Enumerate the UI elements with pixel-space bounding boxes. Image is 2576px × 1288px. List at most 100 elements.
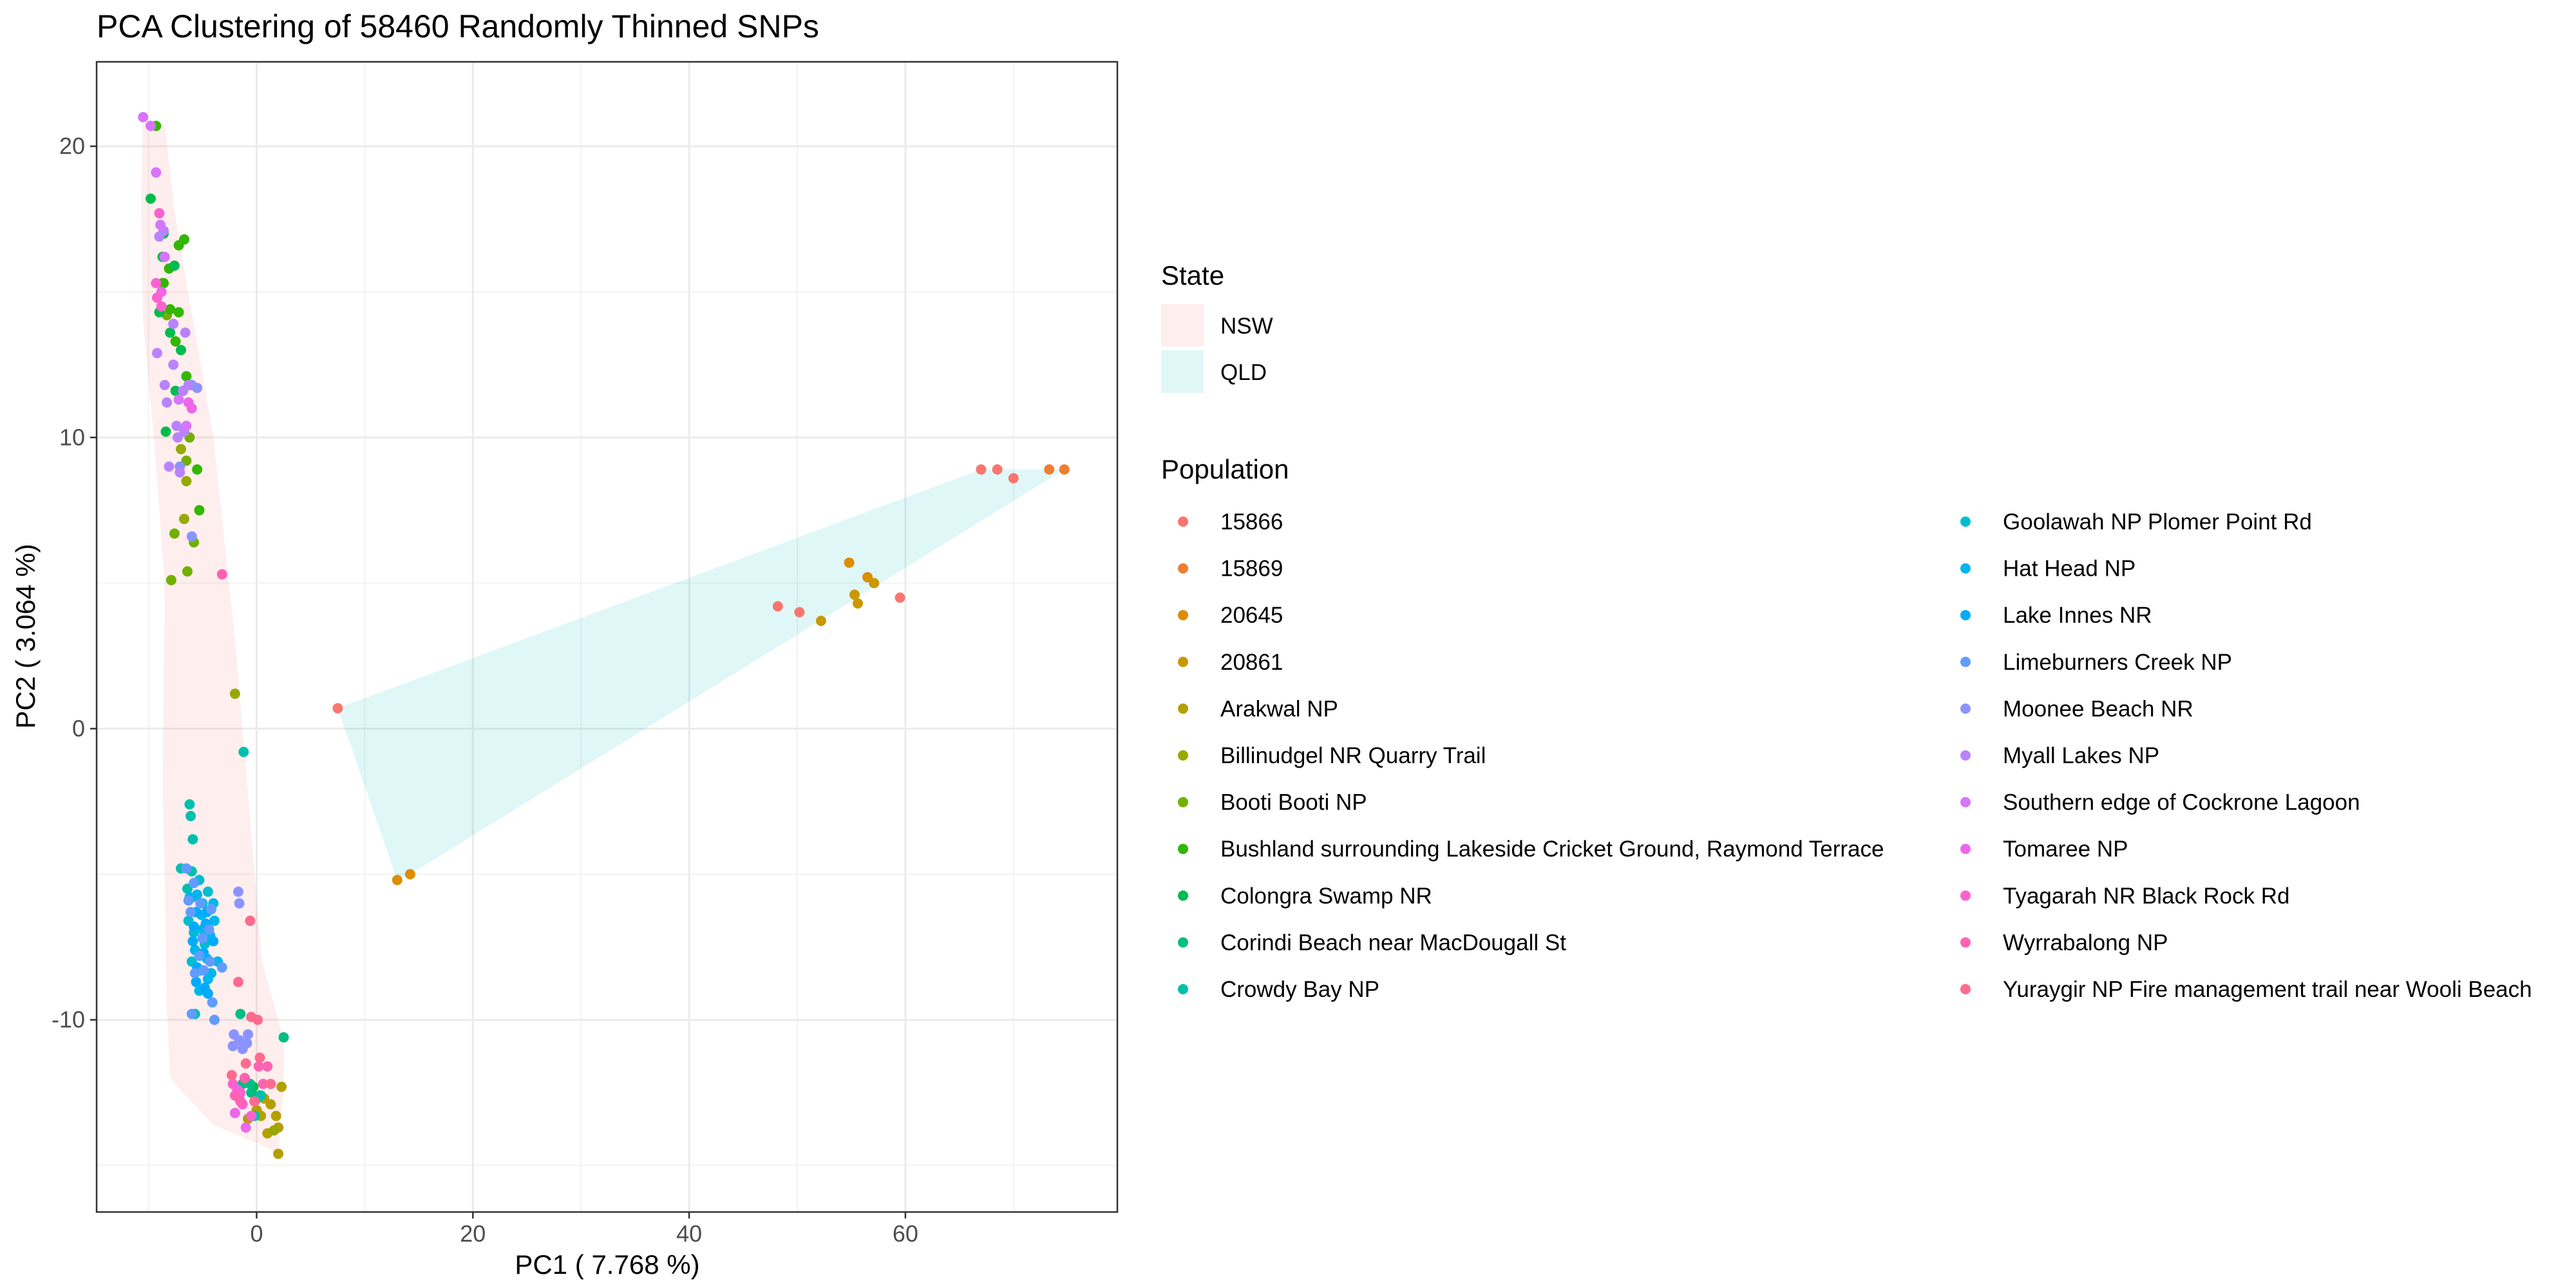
population-legend-label: Tyagarah NR Black Rock Rd — [2003, 884, 2289, 909]
data-point-series-8 — [194, 505, 205, 516]
data-point-series-15 — [197, 933, 208, 943]
data-point-series-21 — [216, 569, 227, 580]
x-tick-label: 60 — [893, 1220, 918, 1247]
data-point-series-17 — [168, 318, 179, 329]
state-legend-key — [1161, 304, 1204, 346]
population-legend-key — [1960, 890, 1971, 901]
data-point-series-8 — [170, 336, 181, 347]
data-point-series-14 — [208, 936, 219, 947]
data-point-series-16 — [186, 531, 197, 542]
data-point-series-10 — [235, 1009, 246, 1019]
population-legend-label: Colongra Swamp NR — [1220, 884, 1432, 909]
population-legend-key — [1960, 937, 1971, 948]
data-point-series-8 — [179, 234, 189, 245]
data-point-series-11 — [185, 811, 196, 822]
data-point-series-22 — [265, 1079, 276, 1090]
data-point-series-21 — [258, 1079, 269, 1090]
population-legend-key — [1960, 610, 1971, 621]
data-point-series-15 — [207, 997, 218, 1008]
data-point-series-7 — [182, 566, 193, 577]
population-legend-label: 15869 — [1220, 556, 1283, 582]
data-point-series-18 — [173, 394, 184, 405]
data-point-series-17 — [159, 379, 170, 390]
data-point-series-12 — [202, 886, 213, 897]
data-point-series-2 — [1044, 464, 1055, 475]
data-point-series-20 — [246, 1110, 257, 1121]
population-legend-key — [1178, 984, 1188, 994]
data-point-series-1 — [1008, 473, 1019, 484]
population-legend-key — [1960, 563, 1971, 574]
population-legend-key — [1960, 797, 1971, 808]
data-point-series-18 — [181, 421, 192, 431]
data-point-series-17 — [168, 359, 179, 370]
data-point-series-18 — [138, 111, 149, 122]
population-legend-label: Bushland surrounding Lakeside Cricket Gr… — [1220, 837, 1884, 862]
data-point-series-22 — [245, 915, 256, 926]
data-point-series-3 — [392, 875, 402, 886]
data-point-series-9 — [176, 345, 186, 355]
data-point-series-8 — [173, 307, 184, 317]
data-point-series-14 — [187, 936, 198, 947]
population-legend-key — [1178, 797, 1188, 808]
population-legend-key — [1178, 890, 1188, 901]
data-point-series-15 — [189, 968, 200, 979]
population-legend-title: Population — [1161, 454, 1289, 484]
x-tick-label: 40 — [676, 1220, 702, 1247]
data-point-series-6 — [229, 688, 240, 699]
population-legend-label: Limeburners Creek NP — [2003, 650, 2232, 675]
chart-title: PCA Clustering of 58460 Randomly Thinned… — [97, 8, 819, 44]
data-point-series-1 — [794, 607, 805, 618]
population-legend-label: Yuraygir NP Fire management trail near W… — [2003, 977, 2532, 1002]
population-legend-label: Crowdy Bay NP — [1220, 977, 1379, 1002]
plot-area — [95, 61, 1119, 1213]
population-legend-label: Arakwal NP — [1220, 696, 1338, 721]
population-legend-label: Wyrrabalong NP — [2003, 930, 2168, 955]
population-legend-label: Corindi Beach near MacDougall St — [1220, 930, 1566, 955]
data-point-series-17 — [152, 348, 162, 359]
population-legend-key — [1960, 750, 1971, 761]
data-point-series-15 — [205, 956, 216, 967]
population-legend-key — [1178, 703, 1188, 714]
population-legend-label: Southern edge of Cockrone Lagoon — [2003, 790, 2360, 815]
data-point-series-20 — [227, 1079, 238, 1090]
data-point-series-16 — [233, 886, 243, 897]
data-point-series-20 — [156, 301, 167, 312]
data-point-series-1 — [976, 464, 987, 475]
data-point-series-15 — [183, 895, 194, 906]
data-point-series-16 — [192, 383, 203, 393]
data-point-series-18 — [146, 120, 156, 131]
data-point-series-22 — [246, 1012, 257, 1023]
data-point-series-16 — [237, 1043, 248, 1054]
population-legend-label: Billinudgel NR Quarry Trail — [1220, 743, 1486, 768]
data-point-series-19 — [186, 403, 197, 414]
data-point-series-6 — [179, 513, 189, 524]
data-point-series-17 — [154, 231, 165, 242]
data-point-series-17 — [164, 461, 175, 472]
y-tick-label: 10 — [59, 424, 85, 450]
population-legend-key — [1178, 563, 1188, 574]
data-point-series-22 — [233, 976, 243, 987]
data-point-series-8 — [165, 304, 176, 315]
y-tick-label: 20 — [59, 133, 85, 159]
population-legend-label: 20645 — [1220, 603, 1283, 628]
data-point-series-4 — [853, 598, 863, 609]
population-legend-label: Moonee Beach NR — [2003, 696, 2193, 721]
population-legend-key — [1178, 610, 1188, 621]
data-point-series-5 — [276, 1081, 287, 1092]
data-point-series-15 — [216, 962, 227, 973]
data-point-series-3 — [404, 869, 415, 880]
data-point-series-8 — [181, 371, 192, 382]
population-legend: Population 15866 15869 20645 20861 Arakwal NP… — [1161, 454, 2532, 1002]
hull-nsw — [140, 117, 284, 1154]
data-point-series-14 — [189, 921, 200, 932]
x-tick-label: 0 — [250, 1220, 263, 1247]
data-point-series-19 — [240, 1122, 251, 1133]
data-point-series-22 — [226, 1070, 237, 1081]
population-legend-key — [1960, 703, 1971, 714]
data-point-series-1 — [332, 703, 343, 714]
population-legend-key — [1178, 844, 1188, 855]
data-point-series-9 — [169, 260, 180, 271]
data-point-series-10 — [278, 1032, 289, 1043]
data-point-series-15 — [209, 1014, 220, 1025]
data-point-series-7 — [169, 528, 180, 539]
